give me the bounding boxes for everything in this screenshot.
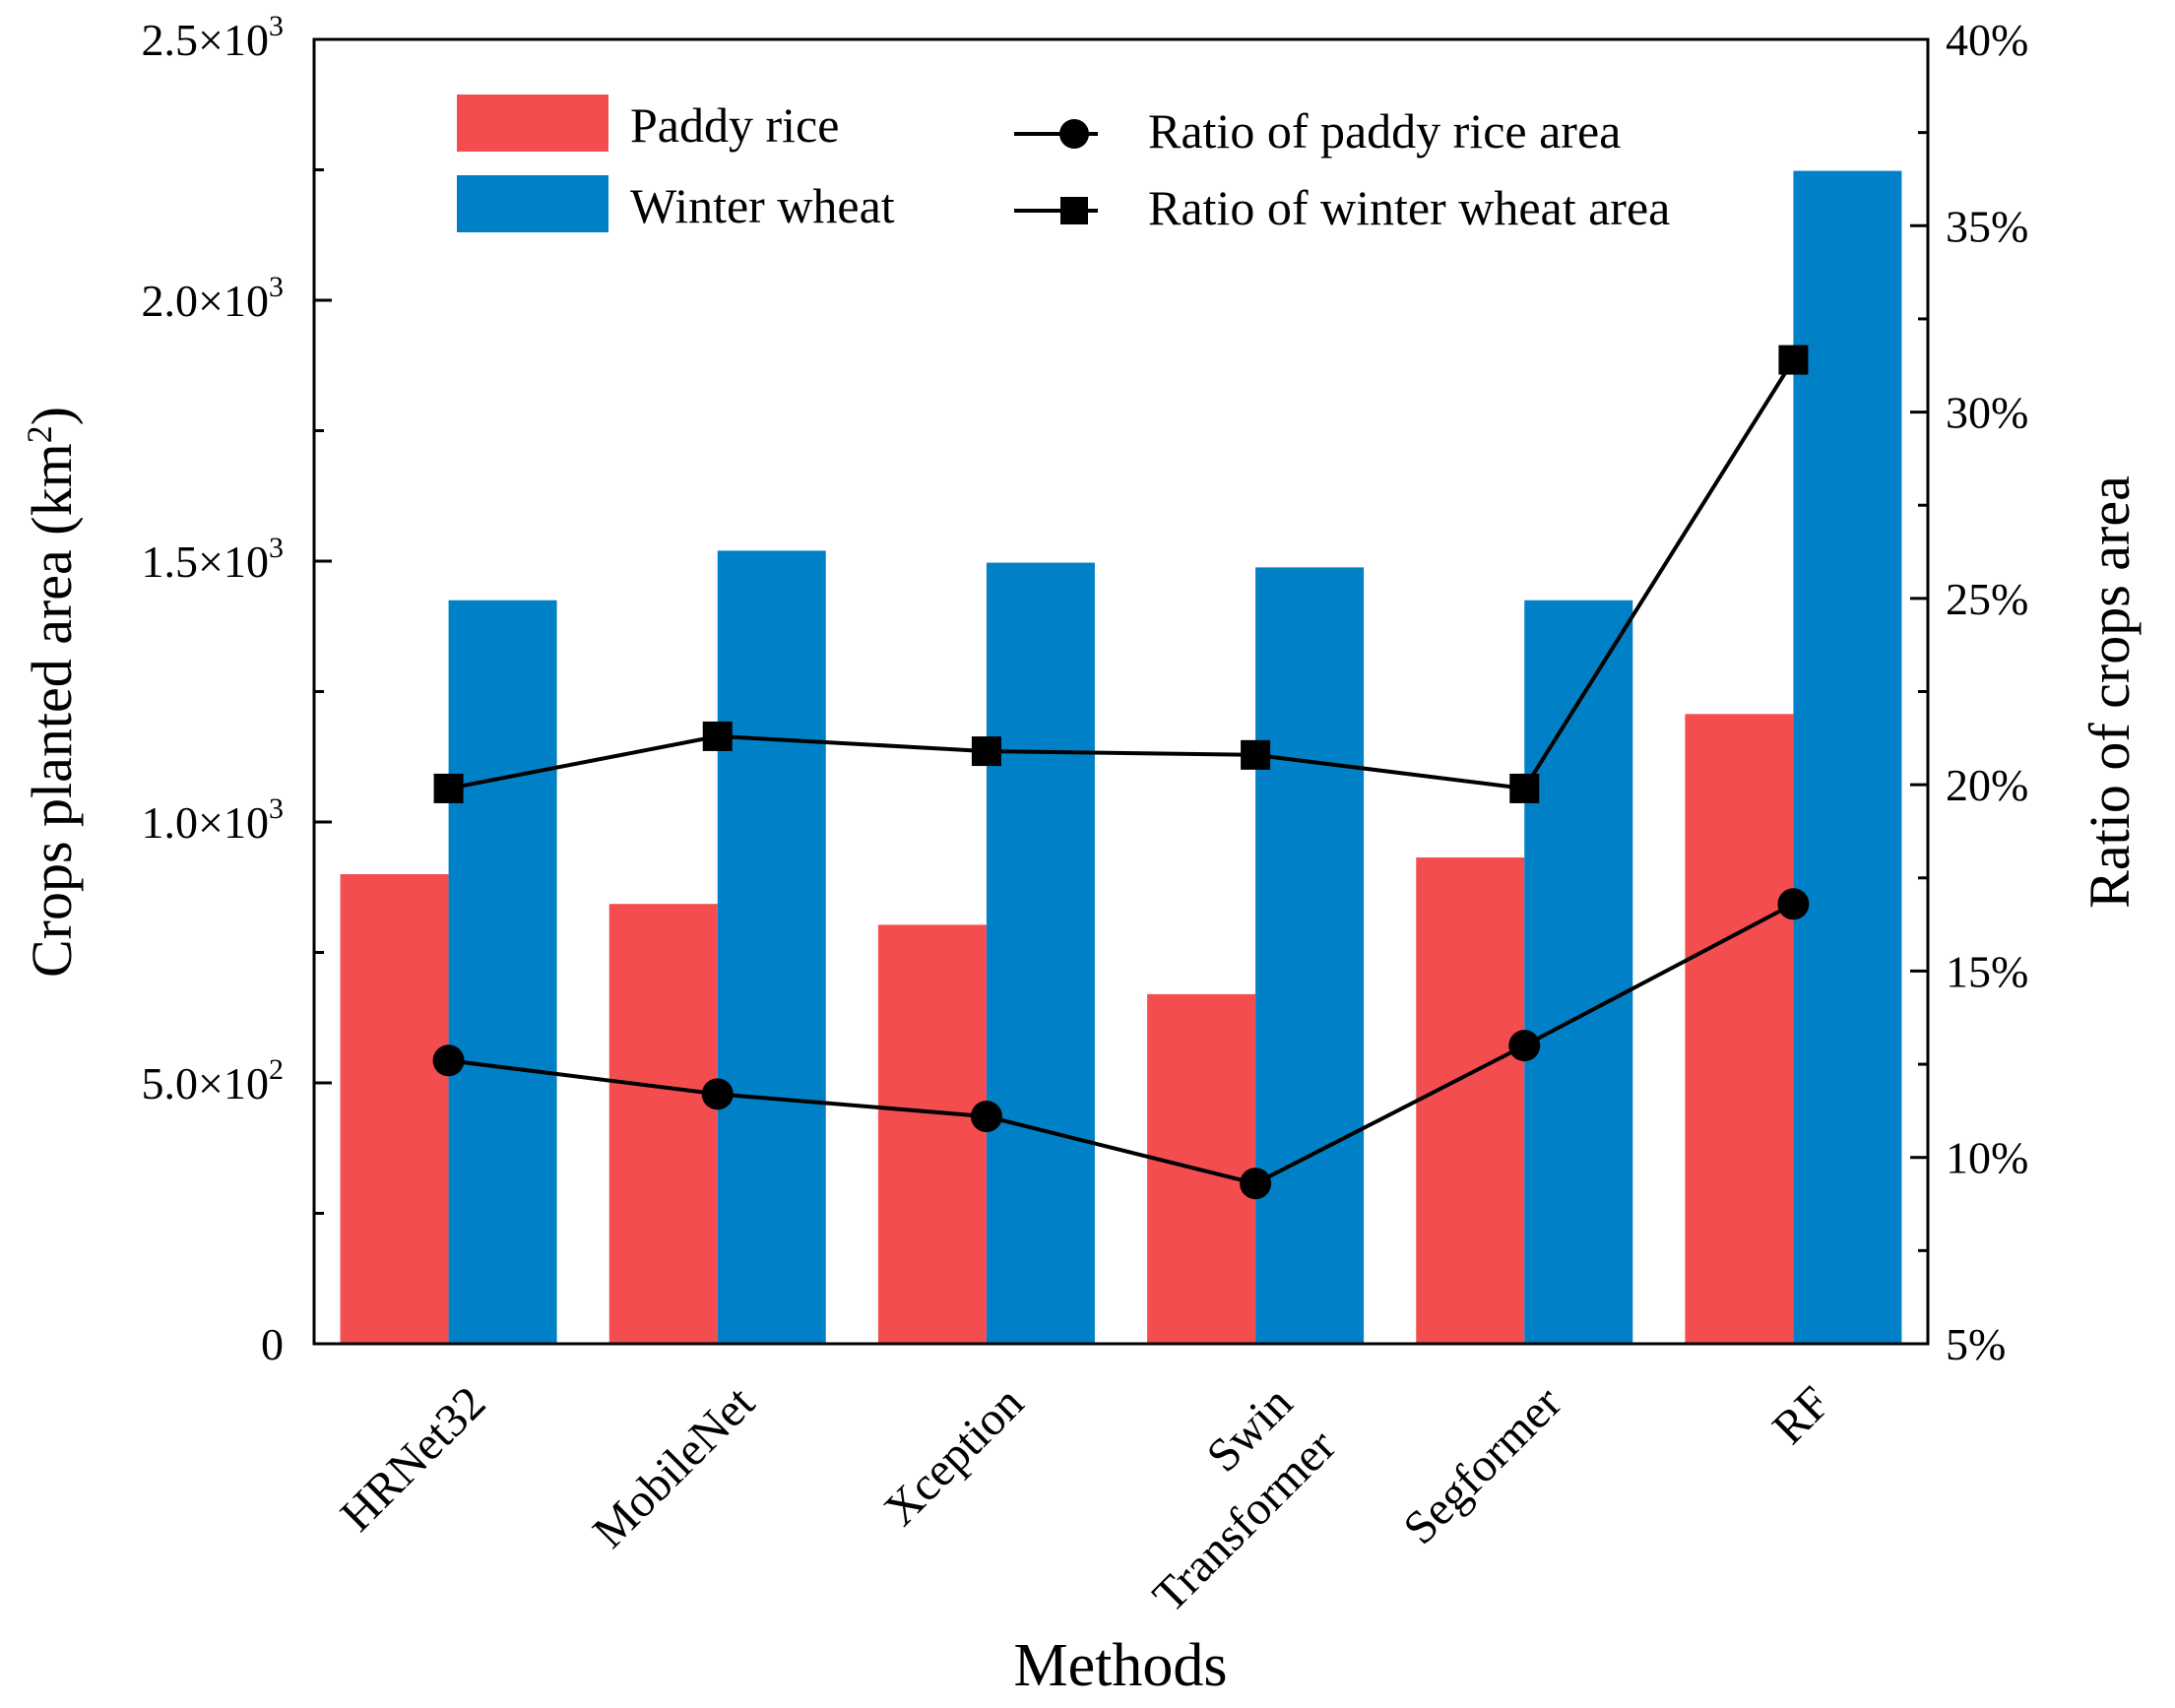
legend-label-paddy-rice: Paddy rice xyxy=(630,97,839,153)
y2-tick-label: 35% xyxy=(1946,201,2028,251)
y2-tick-label: 20% xyxy=(1946,760,2028,810)
bar-winter-wheat-hrnet32 xyxy=(448,600,557,1344)
line-ratio-of-winter-wheat-area xyxy=(448,358,1796,791)
y-axis-tick-labels: 0 5.0×102 1.0×103 1.5×103 2.0×103 2.5×103 xyxy=(142,10,284,1369)
marker-ratio-of-paddy-rice-area-mobilenet xyxy=(701,1078,734,1110)
bar-winter-wheat-segformer xyxy=(1524,600,1633,1344)
y2-tick-label: 5% xyxy=(1946,1319,2006,1369)
marker-ratio-of-winter-wheat-area-xception xyxy=(971,736,1001,767)
lines-layer xyxy=(448,358,1796,1186)
x-axis-title: Methods xyxy=(1014,1632,1228,1699)
bar-winter-wheat-swin-transformer xyxy=(1255,567,1365,1344)
bar-paddy-rice-hrnet32 xyxy=(340,874,449,1344)
y2-tick-label: 30% xyxy=(1946,388,2028,438)
x-tick-label-xception: Xception xyxy=(874,1376,1034,1536)
marker-ratio-of-winter-wheat-area-rf xyxy=(1778,345,1809,375)
legend-label-winter-wheat-ratio: Ratio of winter wheat area xyxy=(1148,180,1670,235)
bars-layer xyxy=(340,170,1902,1344)
x-tick-label-mobilenet: MobileNet xyxy=(583,1376,765,1558)
y2-tick-label: 15% xyxy=(1946,946,2028,996)
y2-axis-title: Ratio of crops area xyxy=(2078,475,2142,909)
bar-paddy-rice-mobilenet xyxy=(608,904,718,1344)
x-tick-label-segformer: Segformer xyxy=(1393,1376,1571,1554)
x-tick-label-swin-transformer: SwinTransformer xyxy=(1100,1376,1346,1622)
bar-winter-wheat-xception xyxy=(986,562,1095,1344)
bar-paddy-rice-segformer xyxy=(1416,857,1525,1344)
marker-ratio-of-winter-wheat-area-segformer xyxy=(1509,773,1540,803)
marker-ratio-of-winter-wheat-area-mobilenet xyxy=(702,721,733,751)
y-tick-label: 5.0×102 xyxy=(142,1053,284,1108)
y-tick-label: 2.5×103 xyxy=(142,10,284,65)
x-tick-label-rf: RF xyxy=(1762,1376,1840,1454)
marker-ratio-of-paddy-rice-area-swin-transformer xyxy=(1240,1168,1272,1200)
y-tick-label: 1.5×103 xyxy=(142,532,284,587)
bar-paddy-rice-xception xyxy=(877,924,987,1344)
legend-marker-square-icon xyxy=(1060,197,1088,224)
marker-ratio-of-paddy-rice-area-hrnet32 xyxy=(432,1044,465,1077)
bar-winter-wheat-mobilenet xyxy=(717,550,826,1344)
legend-label-winter-wheat: Winter wheat xyxy=(630,178,895,233)
marker-ratio-of-paddy-rice-area-rf xyxy=(1777,888,1810,920)
bar-paddy-rice-rf xyxy=(1685,714,1794,1344)
y2-tick-label: 25% xyxy=(1946,574,2028,624)
bar-winter-wheat-rf xyxy=(1793,170,1902,1344)
marker-ratio-of-winter-wheat-area-hrnet32 xyxy=(433,773,464,803)
line-ratio-of-paddy-rice-area xyxy=(448,902,1795,1186)
marker-ratio-of-paddy-rice-area-xception xyxy=(970,1101,1002,1133)
y2-axis-tick-labels: 5% 10% 15% 20% 25% 30% 35% 40% xyxy=(1946,15,2028,1369)
ticks-layer xyxy=(314,37,1928,1346)
y-axis-title: Crops planted area (km2) xyxy=(20,407,84,978)
y-tick-label: 1.0×103 xyxy=(142,792,284,848)
legend-swatch-paddy-rice xyxy=(457,95,608,152)
markers-layer xyxy=(432,345,1810,1200)
y2-tick-label: 40% xyxy=(1946,15,2028,65)
legend-marker-circle-icon xyxy=(1059,119,1089,149)
x-tick-label-hrnet32: HRNet32 xyxy=(331,1376,496,1542)
x-axis-tick-labels: HRNet32 MobileNet Xception SwinTransformer S… xyxy=(331,1376,1840,1622)
y-tick-label: 0 xyxy=(261,1319,284,1369)
legend: Paddy rice Winter wheat Ratio of paddy r… xyxy=(457,95,1670,235)
legend-label-paddy-rice-ratio: Ratio of paddy rice area xyxy=(1148,103,1621,158)
y2-tick-label: 10% xyxy=(1946,1133,2028,1183)
legend-swatch-winter-wheat xyxy=(457,175,608,232)
y-tick-label: 2.0×103 xyxy=(142,271,284,326)
marker-ratio-of-winter-wheat-area-swin-transformer xyxy=(1241,739,1271,770)
marker-ratio-of-paddy-rice-area-segformer xyxy=(1508,1030,1541,1062)
